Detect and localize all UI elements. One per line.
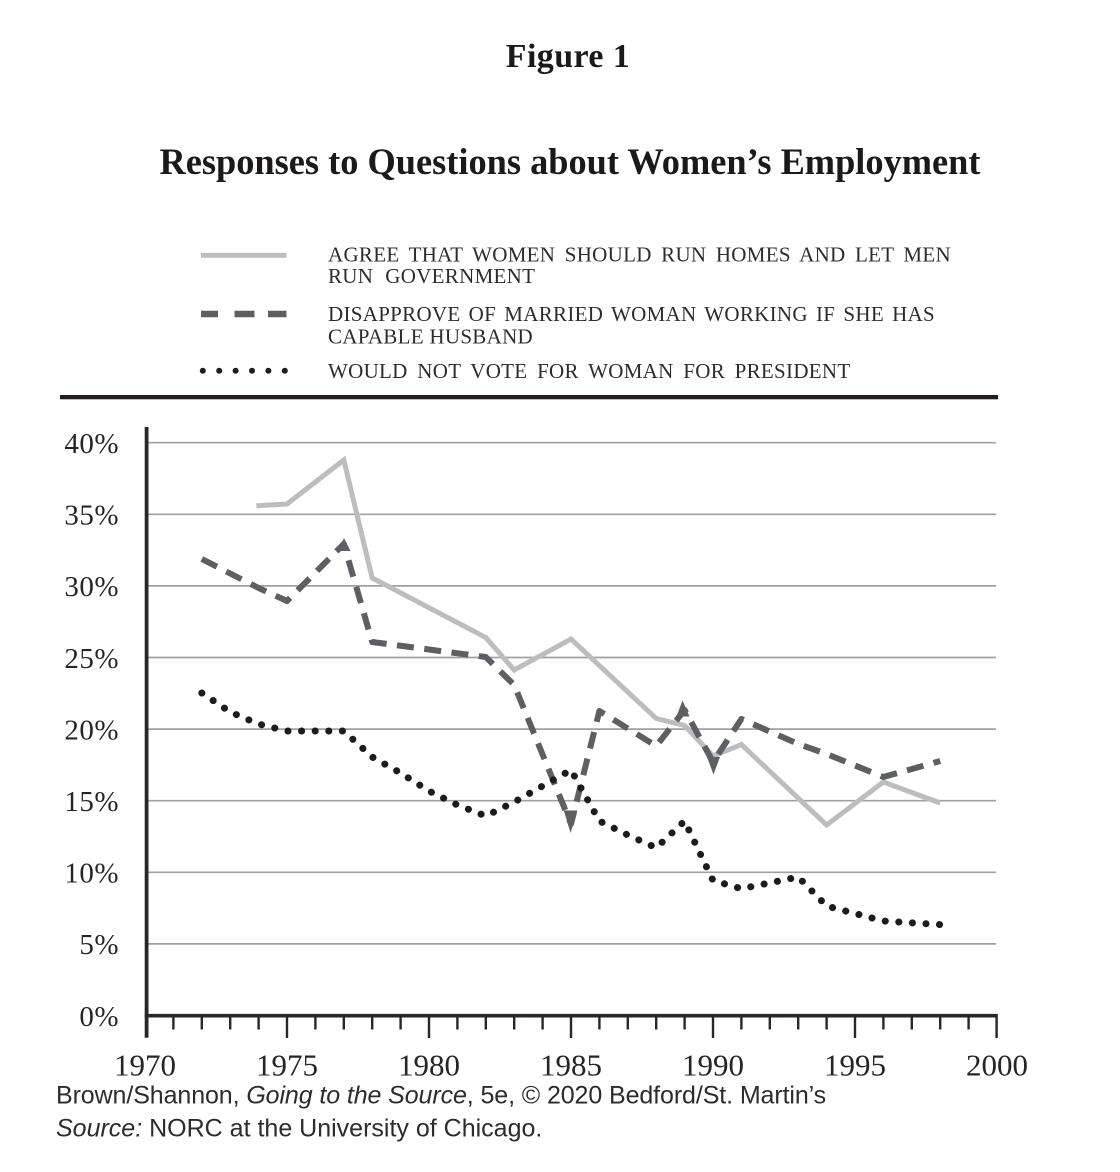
svg-text:Responses to Questions about W: Responses to Questions about Women’s Emp… [160, 142, 981, 183]
svg-text:1995: 1995 [824, 1048, 886, 1083]
svg-text:2000: 2000 [966, 1048, 1028, 1083]
svg-text:10%: 10% [64, 858, 119, 890]
svg-text:CAPABLE HUSBAND: CAPABLE HUSBAND [328, 325, 533, 349]
svg-text:1985: 1985 [540, 1048, 602, 1083]
svg-text:30%: 30% [64, 571, 119, 603]
svg-text:40%: 40% [64, 428, 119, 460]
svg-text:1970: 1970 [114, 1048, 176, 1083]
svg-text:WOULD NOT VOTE FOR WOMAN FOR P: WOULD NOT VOTE FOR WOMAN FOR PRESIDENT [328, 359, 851, 383]
svg-text:Figure 1: Figure 1 [506, 38, 630, 75]
svg-text:15%: 15% [64, 786, 119, 818]
svg-text:1975: 1975 [256, 1048, 318, 1083]
svg-text:5%: 5% [79, 929, 119, 961]
svg-text:DISAPPROVE OF MARRIED WOMAN WO: DISAPPROVE OF MARRIED WOMAN WORKING IF S… [328, 302, 935, 326]
svg-text:20%: 20% [64, 714, 119, 746]
svg-text:1980: 1980 [398, 1048, 460, 1083]
svg-text:Brown/Shannon, Going to the So: Brown/Shannon, Going to the Source, 5e, … [56, 1082, 826, 1110]
svg-text:Source: NORC at the University: Source: NORC at the University of Chicag… [56, 1115, 542, 1143]
svg-text:RUN GOVERNMENT: RUN GOVERNMENT [328, 264, 535, 288]
svg-text:AGREE THAT WOMEN SHOULD RUN HO: AGREE THAT WOMEN SHOULD RUN HOMES AND LE… [328, 242, 951, 266]
svg-text:35%: 35% [64, 500, 119, 532]
svg-text:25%: 25% [64, 643, 119, 675]
svg-text:1990: 1990 [682, 1048, 744, 1083]
svg-text:0%: 0% [79, 1001, 119, 1033]
